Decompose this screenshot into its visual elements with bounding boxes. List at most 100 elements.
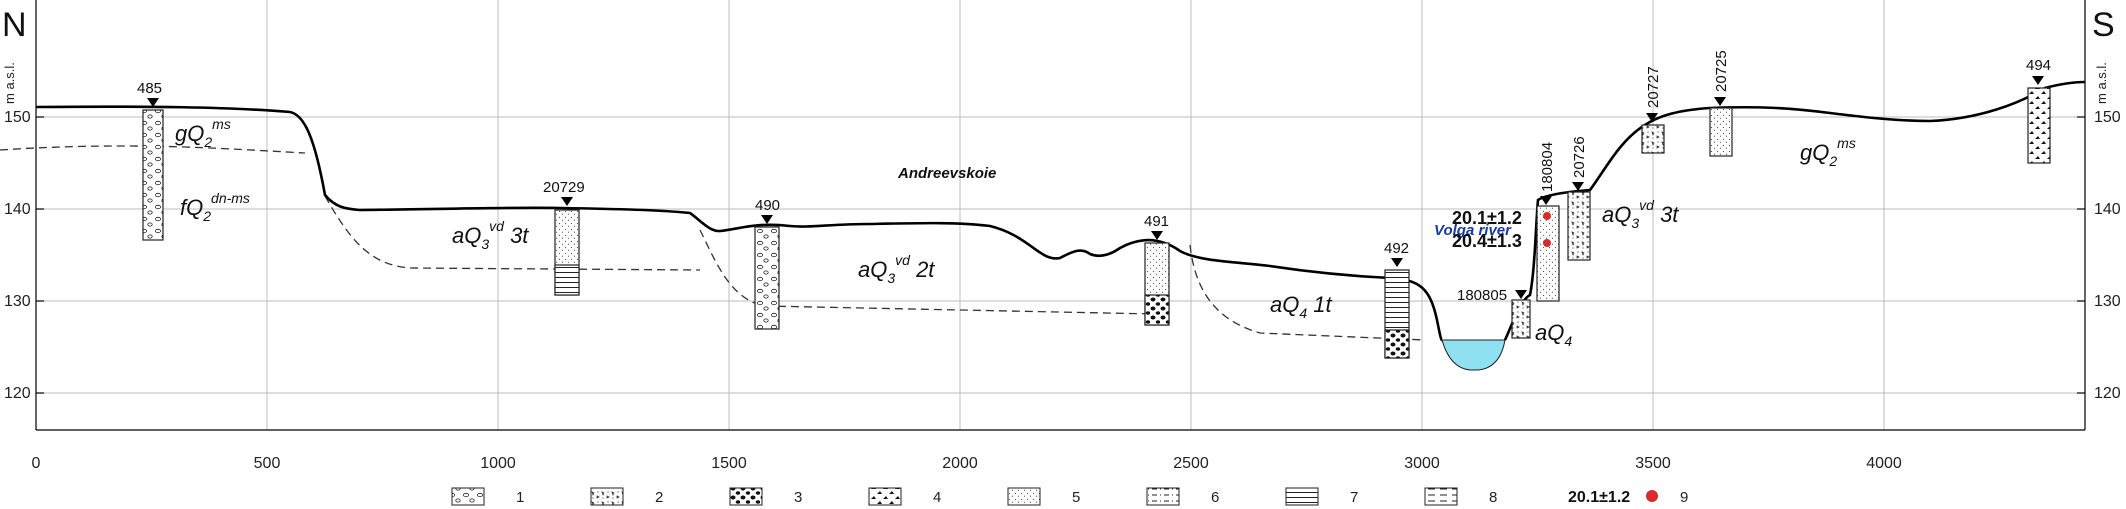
borehole-column-492-base <box>1384 329 1410 359</box>
village-label: Andreevskoie <box>897 165 996 182</box>
plot-frame <box>35 0 2086 431</box>
borehole-id: 180805 <box>1457 287 1507 304</box>
unit-label-aq3vd2t: aQ3vd 2t <box>858 252 935 286</box>
unit-label-fq2dnms: fQ2dn-ms <box>180 190 250 224</box>
date-label: 20.1±1.2 <box>1452 208 1522 228</box>
unit-label-gq2ms-right: gQ2ms <box>1800 135 1856 169</box>
borehole-marker <box>147 98 159 107</box>
x-tick-labels: 0 500 1000 1500 2000 2500 3000 3500 4000 <box>32 455 1902 472</box>
legend-swatch-3 <box>729 487 763 506</box>
borehole-marker <box>1714 97 1726 106</box>
borehole-marker <box>1540 196 1552 205</box>
borehole-column-20729-base <box>554 264 580 296</box>
legend-number: 4 <box>933 489 941 506</box>
borehole-marker <box>761 215 773 224</box>
legend-number: 5 <box>1072 489 1080 506</box>
borehole-marker <box>561 197 573 206</box>
borehole-markers <box>147 76 2044 299</box>
borehole-column-180805 <box>1511 299 1531 339</box>
x-tick-label: 0 <box>32 455 41 472</box>
legend-number: 9 <box>1680 489 1688 506</box>
y-tick-label: 140 <box>4 201 31 218</box>
borehole-column-20727 <box>1641 124 1665 154</box>
x-tick-label: 500 <box>254 455 281 472</box>
x-tick-label: 2000 <box>942 455 978 472</box>
y-tick-marks <box>36 116 2085 394</box>
legend-swatch-1 <box>451 487 485 506</box>
borehole-marker <box>1391 258 1403 267</box>
borehole-columns <box>142 87 2051 359</box>
legend-number: 8 <box>1489 489 1497 506</box>
legend-number: 6 <box>1211 489 1219 506</box>
legend-swatch-4 <box>868 487 902 506</box>
y-tick-label: 120 <box>4 385 31 402</box>
borehole-marker <box>1515 290 1527 299</box>
legend-number: 7 <box>1350 489 1358 506</box>
y-tick-label: 150 <box>4 109 31 126</box>
borehole-id: 485 <box>137 80 162 97</box>
borehole-column-494 <box>2027 87 2051 164</box>
legend-number: 3 <box>794 489 802 506</box>
unit-label-aq4: aQ4 <box>1535 320 1572 349</box>
legend-swatch-2 <box>590 487 624 506</box>
y-tick-label: 130 <box>4 293 31 310</box>
x-tick-label: 4000 <box>1866 455 1902 472</box>
date-dot <box>1543 212 1551 220</box>
y-tick-label: 130 <box>2094 293 2121 310</box>
borehole-id: 180804 <box>1539 142 1556 192</box>
borehole-id: 20727 <box>1645 66 1662 108</box>
borehole-id: 490 <box>755 197 780 214</box>
date-dot <box>1543 239 1551 247</box>
y-tick-labels-left: 150 140 130 120 <box>4 109 31 402</box>
x-tick-label: 3500 <box>1635 455 1671 472</box>
x-tick-label: 1500 <box>711 455 747 472</box>
legend-number: 1 <box>516 489 524 506</box>
legend-date-dot <box>1646 490 1658 502</box>
borehole-column-20726 <box>1567 191 1591 261</box>
x-tick-label: 2500 <box>1173 455 1209 472</box>
y-tick-label: 150 <box>2094 109 2121 126</box>
borehole-marker <box>1572 182 1584 191</box>
date-label: 20.4±1.3 <box>1452 231 1522 251</box>
y-tick-label: 120 <box>2094 385 2121 402</box>
borehole-id: 20729 <box>543 179 585 196</box>
ground-surface-profile <box>35 80 2086 342</box>
borehole-id: 20726 <box>1571 136 1588 178</box>
legend: 1 2 3 4 5 6 7 8 20.1±1.2 9 <box>451 487 1688 506</box>
legend-swatch-8 <box>1424 487 1458 506</box>
south-label: S <box>2092 6 2115 44</box>
legend-date-label: 20.1±1.2 <box>1568 489 1630 506</box>
borehole-column-490 <box>754 226 780 330</box>
legend-swatch-5 <box>1007 487 1041 506</box>
y-axis-label-right: m a.s.l. <box>2094 62 2109 104</box>
river-water <box>1441 339 1506 371</box>
borehole-column-491-base <box>1144 294 1170 326</box>
river-label: Volga river <box>1434 222 1512 239</box>
y-tick-label: 140 <box>2094 201 2121 218</box>
unit-labels: gQ2ms fQ2dn-ms aQ3vd 3t aQ3vd 2t aQ4 1t … <box>175 116 1856 349</box>
unit-label-aq3vd3t-right: aQ3vd 3t <box>1602 197 1679 231</box>
legend-swatch-7 <box>1285 487 1319 506</box>
y-tick-labels-right: 150 140 130 120 <box>2094 109 2121 402</box>
x-tick-label: 3000 <box>1404 455 1440 472</box>
unit-label-gq2ms-left: gQ2ms <box>175 116 231 150</box>
borehole-column-180804 <box>1536 205 1560 302</box>
unit-label-aq3vd3t-left: aQ3vd 3t <box>452 218 529 252</box>
buried-surfaces <box>0 145 1586 341</box>
borehole-id: 494 <box>2026 57 2051 74</box>
borehole-id: 20725 <box>1713 50 1730 92</box>
borehole-marker <box>1151 231 1163 240</box>
borehole-id: 491 <box>1144 213 1169 230</box>
x-tick-label: 1000 <box>480 455 516 472</box>
borehole-marker <box>2032 76 2044 85</box>
borehole-marker <box>1646 113 1658 122</box>
borehole-column-485 <box>142 109 164 241</box>
y-axis-label-left: m a.s.l. <box>2 62 17 104</box>
unit-label-aq4-1t: aQ4 1t <box>1270 292 1333 321</box>
north-label: N <box>2 6 27 44</box>
legend-number: 2 <box>655 489 663 506</box>
borehole-column-20725 <box>1709 107 1733 157</box>
borehole-id: 492 <box>1384 240 1409 257</box>
plot-grid <box>36 0 2085 430</box>
legend-swatch-6 <box>1146 487 1180 506</box>
